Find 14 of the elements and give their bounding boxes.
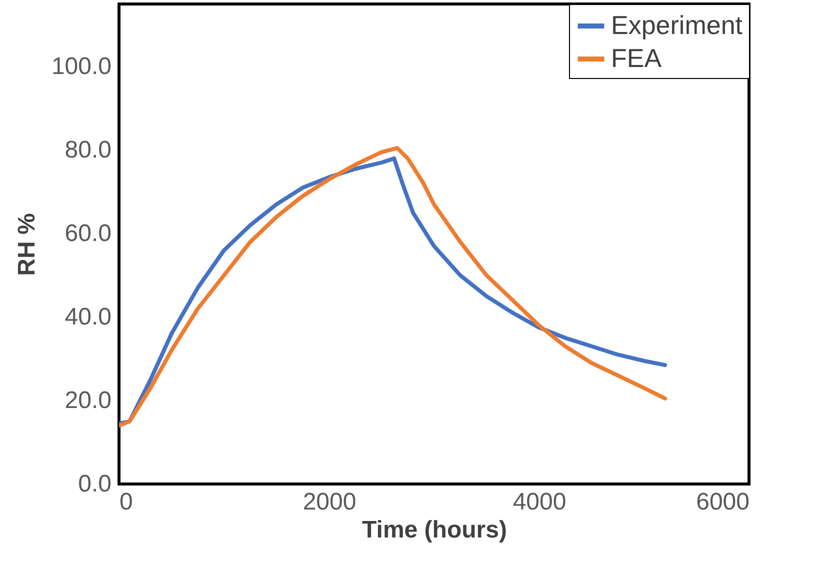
y-axis-title: RH % [13, 213, 40, 276]
y-tick-label: 100.0 [51, 53, 112, 80]
x-tick-label: 4000 [512, 488, 566, 516]
x-tick-label: 0 [120, 488, 133, 516]
x-axis-title: Time (hours) [362, 516, 507, 544]
y-tick-label: 0.0 [78, 470, 112, 498]
x-tick-label: 2000 [302, 488, 356, 516]
legend-label: FEA [611, 43, 662, 73]
y-tick-label: 40.0 [64, 304, 112, 331]
y-tick-label: 20.0 [64, 387, 112, 414]
y-tick-label: 60.0 [64, 220, 112, 248]
x-tick-label: 6000 [696, 488, 750, 516]
y-tick-label: 80.0 [64, 136, 112, 164]
legend-label: Experiment [611, 10, 744, 40]
